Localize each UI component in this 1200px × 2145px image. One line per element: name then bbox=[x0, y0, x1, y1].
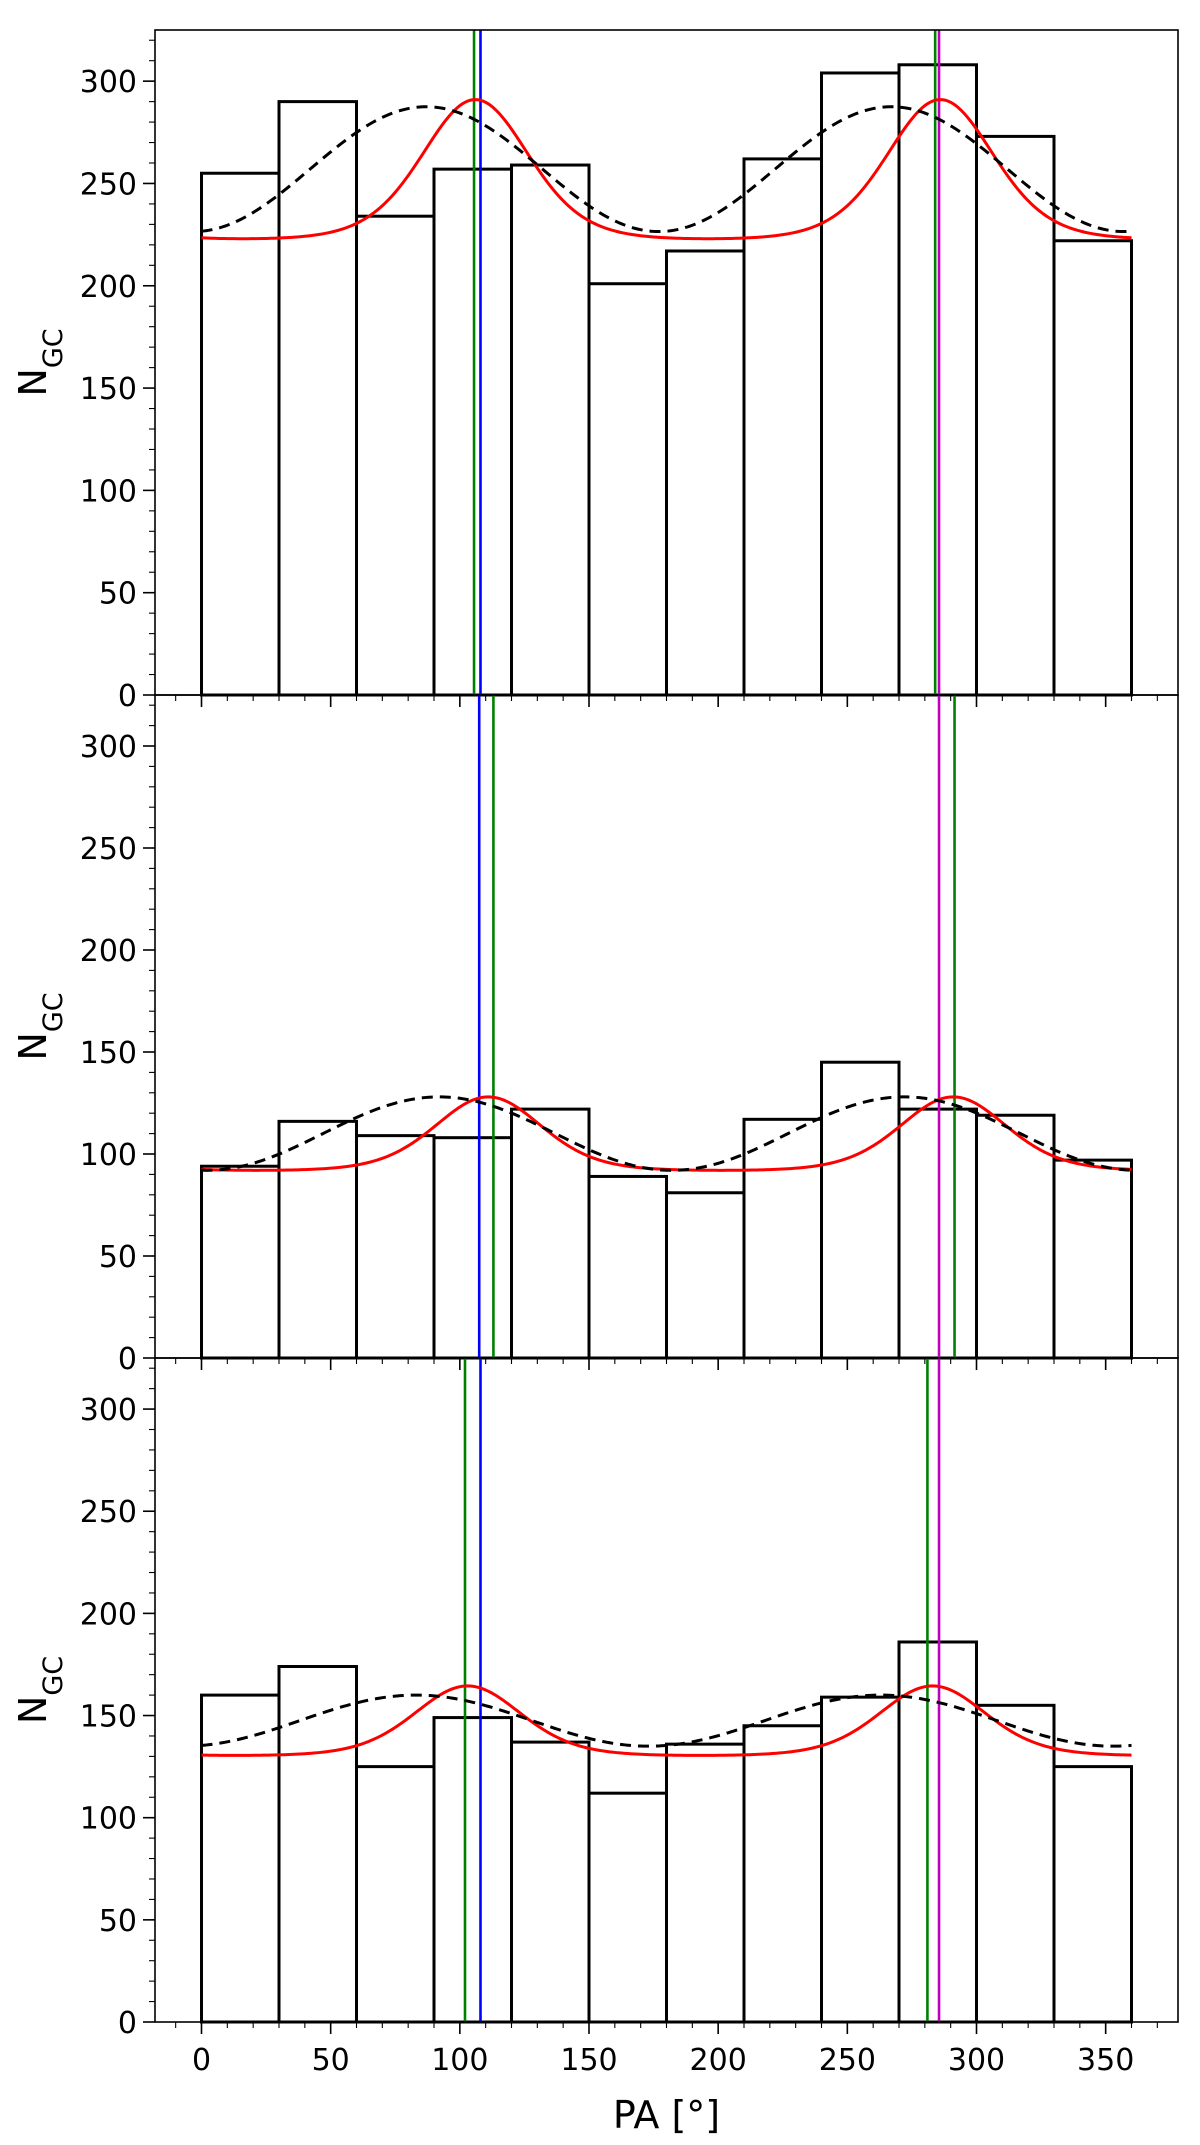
hist-bar bbox=[510, 163, 591, 697]
hist-bar bbox=[432, 1716, 513, 2024]
hist-bar bbox=[200, 1693, 281, 2024]
hist-bar bbox=[820, 1695, 901, 2024]
hist-bar bbox=[355, 1765, 436, 2024]
hist-bar bbox=[277, 1119, 358, 1360]
y-tick-label: 100 bbox=[80, 1802, 137, 1837]
hist-bar bbox=[277, 100, 358, 697]
hist-bar bbox=[200, 171, 281, 697]
y-tick-label: 50 bbox=[99, 1904, 137, 1939]
y-tick-label: 250 bbox=[80, 1495, 137, 1530]
hist-bar bbox=[587, 1174, 668, 1360]
hist-bar bbox=[820, 1060, 901, 1360]
panel-top: 0 50 100 150 200 250 300 NGC bbox=[11, 29, 1179, 714]
y-axis-label: NGC bbox=[11, 328, 69, 396]
y-tick-label: 250 bbox=[80, 167, 137, 202]
hist-bar bbox=[1052, 1765, 1133, 2024]
hist-bar bbox=[975, 1703, 1056, 2024]
x-tick-label: 250 bbox=[819, 2043, 876, 2078]
y-tick-label: 100 bbox=[80, 474, 137, 509]
hist-bar bbox=[742, 1724, 823, 2024]
y-tick-label: 200 bbox=[80, 1597, 137, 1632]
black-fit-curve bbox=[201, 105, 1132, 234]
x-tick-label: 0 bbox=[192, 2043, 211, 2078]
y-tick-label: 0 bbox=[118, 1342, 137, 1377]
hist-bar bbox=[820, 71, 901, 697]
x-axis-label: PA [°] bbox=[613, 2093, 720, 2137]
y-tick-label: 50 bbox=[99, 577, 137, 612]
hist-bar bbox=[742, 1117, 823, 1360]
panel-bottom: 0 50 100 150 200 250 300 0 50 100 150 200 250 300 350 N… bbox=[11, 1357, 1179, 2078]
y-axis-label: NGC bbox=[11, 1656, 69, 1724]
y-tick-label: 150 bbox=[80, 1036, 137, 1071]
red-fit-curve bbox=[201, 1684, 1132, 1757]
hist-bar bbox=[1052, 1158, 1133, 1360]
y-tick-label: 300 bbox=[80, 1393, 137, 1428]
hist-bar bbox=[587, 282, 668, 697]
hist-bar bbox=[277, 1665, 358, 2024]
x-tick-label: 150 bbox=[560, 2043, 617, 2078]
hist-bar bbox=[510, 1740, 591, 2024]
x-tick-label: 100 bbox=[431, 2043, 488, 2078]
y-tick-label: 150 bbox=[80, 1700, 137, 1735]
y-tick-label: 300 bbox=[80, 65, 137, 100]
y-tick-label: 100 bbox=[80, 1138, 137, 1173]
y-tick-label: 200 bbox=[80, 270, 137, 305]
x-tick-label: 50 bbox=[312, 2043, 350, 2078]
y-axis-label: NGC bbox=[11, 992, 69, 1060]
hist-bar bbox=[975, 134, 1056, 697]
x-tick-label: 200 bbox=[690, 2043, 747, 2078]
black-fit-curve bbox=[201, 1095, 1132, 1172]
hist-bar bbox=[432, 1136, 513, 1360]
hist-bar bbox=[355, 1134, 436, 1360]
x-tick-label: 300 bbox=[948, 2043, 1005, 2078]
red-fit-curve bbox=[201, 1095, 1132, 1172]
y-tick-label: 0 bbox=[118, 679, 137, 714]
hist-bar bbox=[510, 1107, 591, 1360]
y-tick-label: 250 bbox=[80, 832, 137, 867]
hist-bar bbox=[665, 1742, 746, 2024]
y-tick-label: 200 bbox=[80, 934, 137, 969]
hist-bar bbox=[587, 1791, 668, 2024]
black-fit-curve bbox=[201, 1693, 1132, 1748]
hist-bar bbox=[665, 249, 746, 697]
hist-bar bbox=[665, 1191, 746, 1360]
y-tick-label: 50 bbox=[99, 1240, 137, 1275]
hist-bar bbox=[742, 157, 823, 697]
hist-bar bbox=[200, 1164, 281, 1360]
y-tick-label: 300 bbox=[80, 730, 137, 765]
y-tick-label: 150 bbox=[80, 372, 137, 407]
x-tick-label: 350 bbox=[1077, 2043, 1134, 2078]
panel-middle: 0 50 100 150 200 250 300 NGC bbox=[11, 694, 1179, 1377]
red-fit-curve bbox=[201, 98, 1132, 241]
hist-bar bbox=[1052, 239, 1133, 697]
hist-bar bbox=[355, 214, 436, 697]
y-tick-label: 0 bbox=[118, 2006, 137, 2041]
